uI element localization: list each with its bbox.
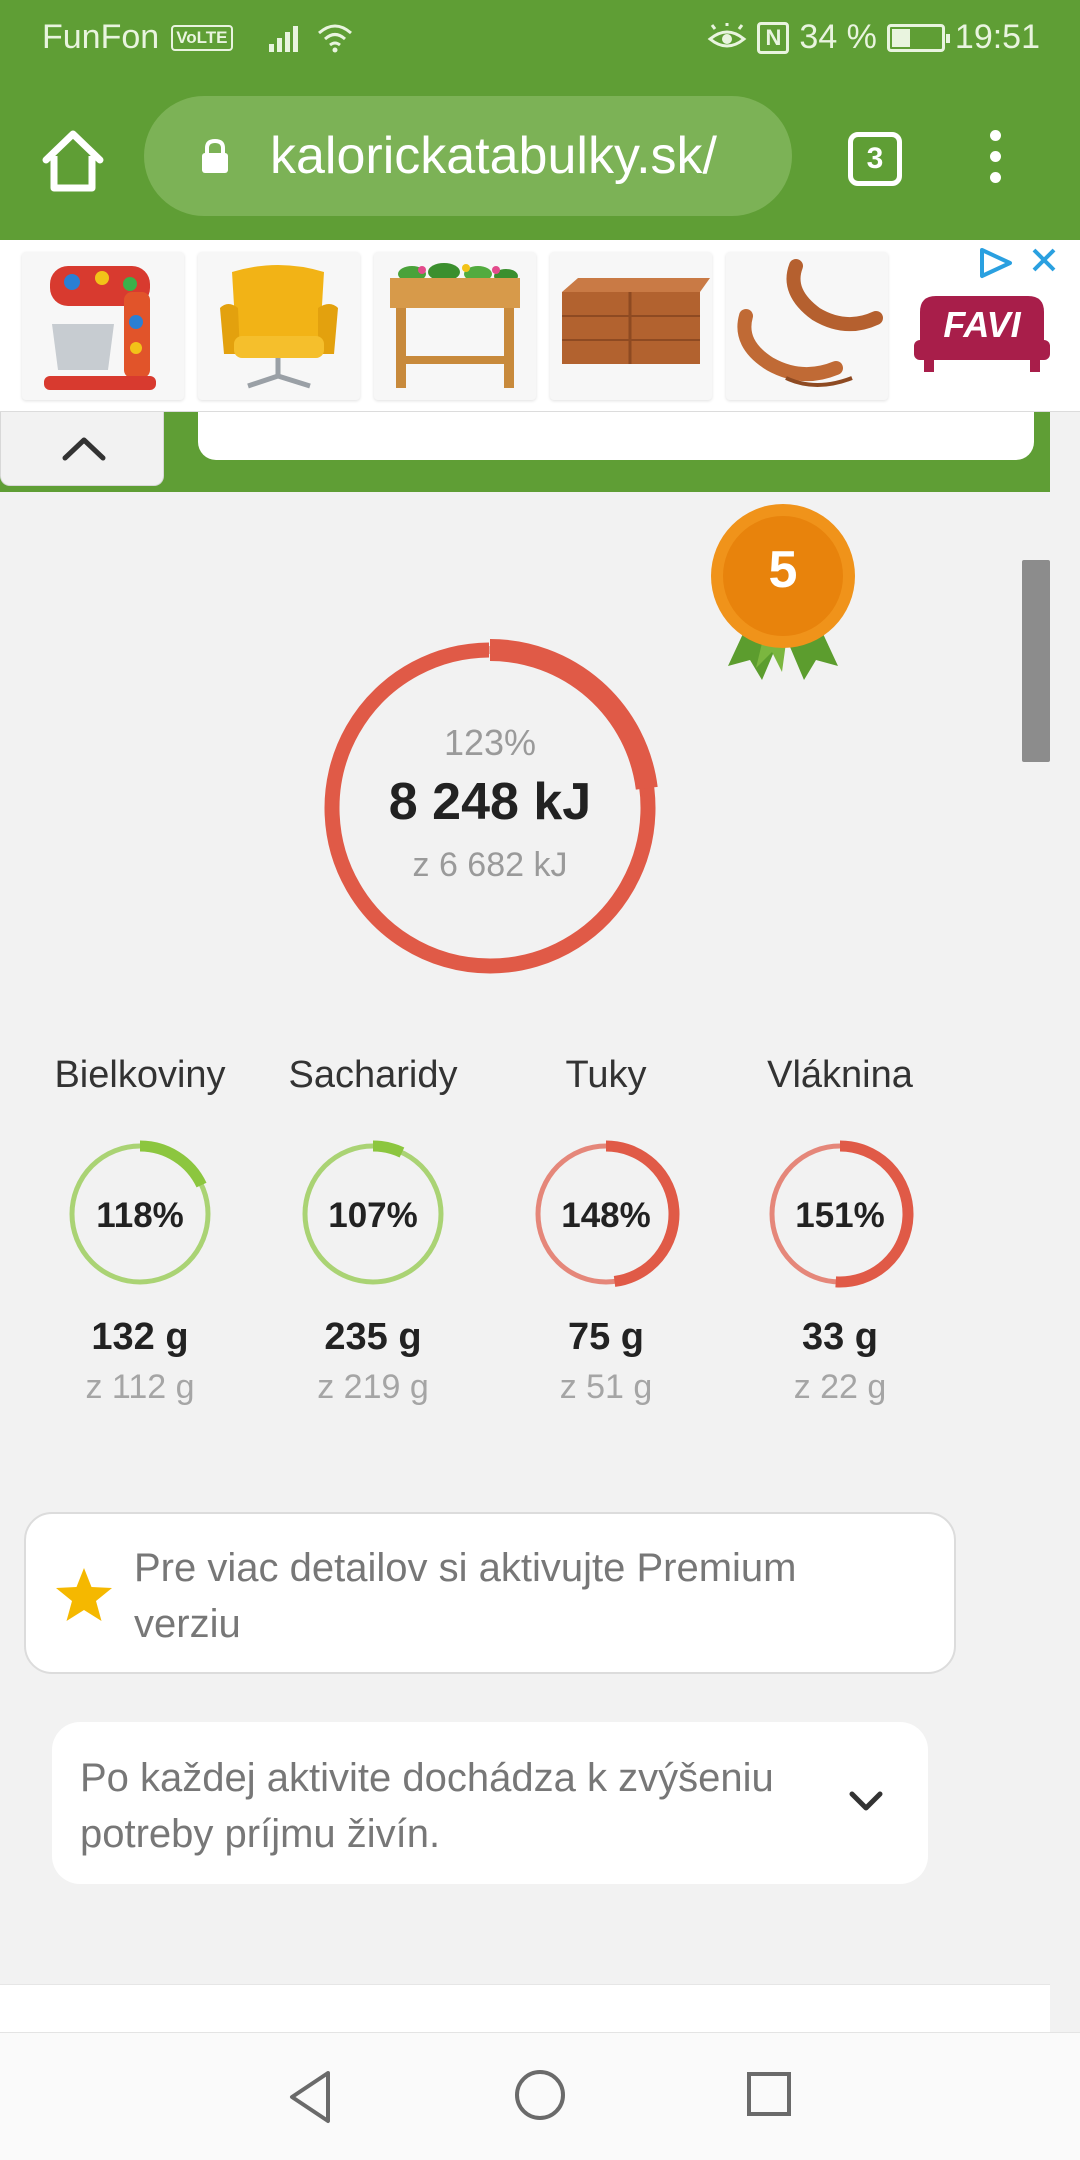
address-bar[interactable]: kalorickatabulky.sk/ xyxy=(144,96,792,216)
nfc-icon: N xyxy=(757,21,790,54)
star-icon xyxy=(56,1568,112,1621)
status-bar: FunFon VoLTE N 34 % 19:51 xyxy=(0,0,1080,76)
loungers-image xyxy=(737,259,883,387)
overflow-menu-icon[interactable] xyxy=(980,130,1010,190)
macro-value: 235 g xyxy=(324,1316,422,1358)
browser-toolbar: kalorickatabulky.sk/ 3 xyxy=(0,76,1080,240)
macro-progress-ring xyxy=(302,1140,444,1285)
ad-product-wooden-box[interactable] xyxy=(550,252,712,400)
macro-goal: z 219 g xyxy=(317,1368,429,1406)
macro-label: Tuky xyxy=(565,1054,647,1096)
energy-progress-ring xyxy=(324,639,658,974)
home-icon[interactable] xyxy=(38,128,108,194)
mixer-image xyxy=(44,266,156,390)
ad-product-loungers[interactable] xyxy=(726,252,888,400)
energy-goal: z 6 682 kJ xyxy=(412,846,568,884)
ad-close-icon[interactable] xyxy=(1026,242,1062,278)
sofa-logo-icon xyxy=(914,296,1050,372)
planter-image xyxy=(390,263,520,388)
macro-goal: z 51 g xyxy=(559,1368,653,1406)
activity-info-text: Po každej aktivite dochádza k zvýšeniu p… xyxy=(80,1756,774,1856)
macro-goal: z 22 g xyxy=(793,1368,887,1406)
wooden-box-image xyxy=(562,278,710,364)
macro-percent: 118% xyxy=(96,1196,184,1235)
macro-percent: 151% xyxy=(795,1196,885,1235)
macro-label: Vláknina xyxy=(767,1054,913,1096)
level-medal: 5 xyxy=(708,500,858,690)
tab-switcher-button[interactable]: 3 xyxy=(848,132,902,186)
premium-text: Pre viac detailov si aktivujte Premium v… xyxy=(134,1546,797,1646)
system-nav-bar xyxy=(0,2032,1080,2160)
macro-percent: 107% xyxy=(328,1196,418,1235)
macro-percent: 148% xyxy=(561,1196,651,1235)
macro-progress-ring xyxy=(769,1140,914,1288)
recent-apps-icon[interactable] xyxy=(746,2071,792,2117)
macro-goal: z 112 g xyxy=(85,1368,195,1406)
home-nav-icon[interactable] xyxy=(514,2069,566,2121)
macro-overflow-arc xyxy=(835,1140,914,1288)
header-card xyxy=(198,412,1034,460)
medal-icon xyxy=(711,504,855,680)
energy-value: 8 248 kJ xyxy=(388,773,592,831)
page-scrollbar[interactable] xyxy=(1022,560,1050,762)
chevron-up-icon xyxy=(62,437,106,461)
ad-product-mixer[interactable] xyxy=(22,252,184,400)
macro-overflow-arc xyxy=(372,1140,405,1158)
macro-value: 33 g xyxy=(801,1316,879,1358)
battery-percent: 34 % xyxy=(799,18,877,56)
page-footer-edge xyxy=(0,1984,1050,2032)
macro-label: Bielkoviny xyxy=(54,1054,226,1096)
collapse-button[interactable] xyxy=(0,412,164,486)
energy-overflow-arc xyxy=(489,639,658,790)
carrier-name: FunFon xyxy=(42,18,160,56)
energy-percent: 123% xyxy=(443,722,537,763)
battery-icon xyxy=(886,23,950,52)
macro-progress-ring xyxy=(69,1140,211,1285)
ad-product-raised-planter[interactable] xyxy=(374,252,536,400)
ad-brand-logo[interactable]: FAVI xyxy=(894,252,1070,400)
status-right: N 34 % 19:51 xyxy=(707,18,1040,57)
macro-progress-ring xyxy=(535,1140,680,1287)
status-left: FunFon VoLTE xyxy=(42,18,354,57)
ad-brand-name: FAVI xyxy=(943,304,1021,345)
wifi-icon xyxy=(317,24,352,52)
medal-level: 5 xyxy=(768,541,798,599)
clock: 19:51 xyxy=(954,18,1040,56)
activity-info-accordion[interactable]: Po každej aktivite dochádza k zvýšeniu p… xyxy=(52,1722,928,1884)
ad-product-armchair[interactable] xyxy=(198,252,360,400)
macro-overflow-arc xyxy=(605,1140,680,1287)
lock-icon xyxy=(202,138,228,173)
macro-label: Sacharidy xyxy=(288,1054,458,1096)
signal-icon xyxy=(268,24,298,52)
url-text[interactable]: kalorickatabulky.sk/ xyxy=(270,127,717,185)
eye-comfort-icon xyxy=(708,22,747,47)
volte-icon: VoLTE xyxy=(171,24,233,51)
adchoices-icon[interactable] xyxy=(976,246,1016,280)
premium-promo-card[interactable]: Pre viac detailov si aktivujte Premium v… xyxy=(24,1512,956,1674)
macro-overflow-arc xyxy=(139,1140,207,1188)
chevron-down-icon[interactable] xyxy=(846,1786,886,1814)
armchair-image xyxy=(220,265,338,389)
macro-value: 132 g xyxy=(91,1316,189,1358)
back-icon[interactable] xyxy=(286,2069,336,2125)
macro-value: 75 g xyxy=(567,1316,645,1358)
ad-banner[interactable]: FAVI xyxy=(0,240,1080,412)
